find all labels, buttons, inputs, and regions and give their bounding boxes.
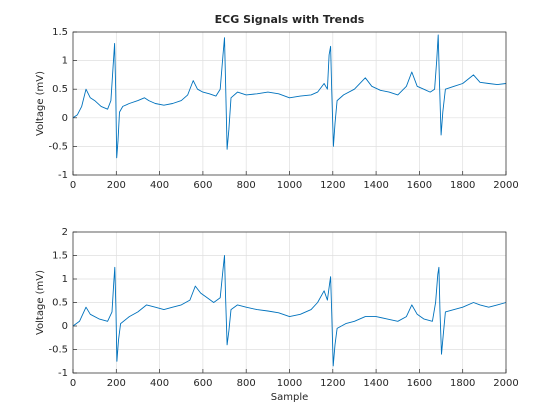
y-tick-label: 1.5 [52,251,68,262]
y-tick-label: -0.5 [48,141,68,152]
x-tick-label: 0 [70,378,76,389]
x-tick-label: 1800 [450,180,475,191]
x-tick-label: 1800 [450,378,475,389]
x-tick-label: 800 [237,180,256,191]
x-tick-label: 1600 [407,378,432,389]
y-tick-label: 0.5 [52,298,68,309]
x-tick-label: 1600 [407,180,432,191]
y-tick-label: 2 [62,227,68,238]
y-tick-label: 0 [62,321,68,332]
y-axis-label: Voltage (mV) [35,71,46,136]
ecg-line [72,255,507,367]
x-tick-label: 2000 [493,378,518,389]
x-tick-label: 600 [193,378,212,389]
y-tick-label: -1 [58,368,68,379]
y-tick-label: 1.5 [52,27,68,38]
x-tick-label: 400 [150,378,169,389]
x-tick-label: 0 [70,180,76,191]
y-axis-label: Voltage (mV) [35,270,46,335]
x-tick-label: 200 [107,378,126,389]
x-tick-label: 600 [193,180,212,191]
y-tick-label: -0.5 [48,345,68,356]
axes-box [72,231,507,374]
y-tick-label: -1 [58,170,68,181]
y-tick-label: 0.5 [52,84,68,95]
x-axis-label: Sample [271,392,309,403]
x-tick-label: 1400 [363,180,388,191]
x-tick-label: 200 [107,180,126,191]
y-tick-label: 1 [62,274,68,285]
x-tick-label: 1200 [320,180,345,191]
x-tick-label: 1000 [277,378,302,389]
x-tick-label: 800 [237,378,256,389]
y-tick-label: 0 [62,113,68,124]
x-tick-label: 2000 [493,180,518,191]
x-tick-label: 1400 [363,378,388,389]
ecg-line [72,34,507,159]
y-tick-label: 1 [62,56,68,67]
axes-box [72,31,507,176]
x-tick-label: 1200 [320,378,345,389]
x-tick-label: 400 [150,180,169,191]
chart-title: ECG Signals with Trends [215,13,365,26]
x-tick-label: 1000 [277,180,302,191]
